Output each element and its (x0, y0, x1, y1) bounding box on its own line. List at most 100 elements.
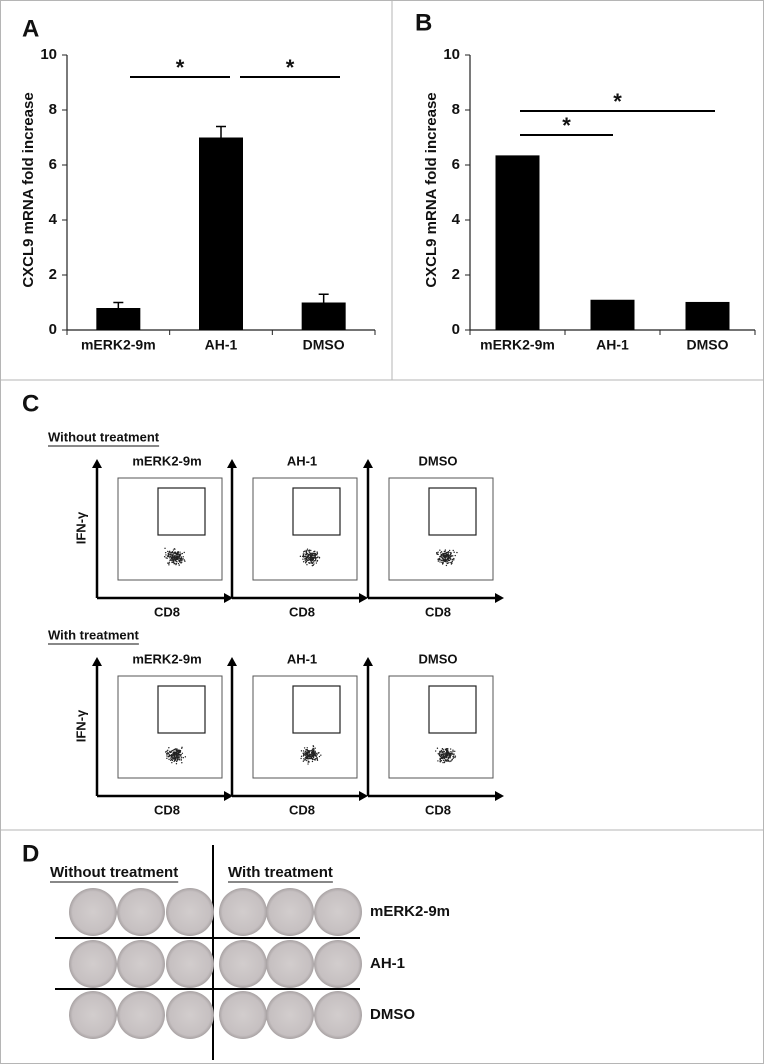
event-dot (446, 562, 448, 564)
event-dot (306, 548, 309, 550)
plot-frame (388, 675, 494, 779)
row-title: With treatment (48, 627, 140, 642)
event-dot (312, 552, 315, 555)
event-dot (179, 561, 181, 563)
event-dot (169, 555, 172, 557)
event-dot (167, 756, 170, 758)
event-dot (316, 554, 318, 556)
event-dot (452, 549, 454, 552)
event-dot (177, 757, 179, 759)
plot-frame (117, 477, 223, 581)
y-tick-label: 8 (49, 101, 57, 118)
event-dot (448, 559, 451, 562)
event-dot (312, 754, 314, 756)
event-dot (178, 564, 180, 566)
event-dot (311, 554, 314, 556)
event-dot (164, 547, 166, 550)
event-dot (169, 553, 171, 555)
event-dot (451, 558, 454, 561)
event-dot (315, 562, 318, 564)
event-dot (305, 558, 307, 560)
plot-title: AH-1 (287, 651, 317, 666)
event-dot (173, 760, 175, 763)
event-dot (304, 751, 306, 753)
event-dot (182, 558, 184, 560)
plot-title: mERK2-9m (132, 651, 201, 666)
event-dot (310, 754, 312, 757)
event-dot (172, 553, 175, 555)
event-dot (450, 563, 453, 565)
well (266, 888, 314, 936)
event-dot (174, 758, 176, 761)
event-dot (310, 558, 312, 561)
event-dot (303, 555, 305, 558)
event-dot (178, 750, 180, 752)
event-dot (172, 557, 175, 559)
event-dot (303, 758, 305, 760)
x-axis-label: CD8 (425, 604, 451, 619)
significance-star: * (176, 55, 185, 80)
event-dot (444, 748, 447, 750)
event-dot (175, 760, 178, 763)
event-dot (170, 557, 173, 559)
event-dot (170, 551, 173, 554)
event-dot (179, 751, 181, 754)
event-dot (442, 752, 445, 754)
event-dot (307, 559, 309, 561)
event-dot (308, 753, 311, 755)
event-dot (306, 555, 308, 558)
event-dot (445, 756, 448, 759)
y-tick-label: 4 (49, 211, 58, 228)
y-tick-label: 10 (40, 46, 57, 63)
event-dot (446, 553, 448, 556)
event-dot (163, 555, 166, 558)
event-dot (452, 750, 454, 753)
well (314, 888, 362, 936)
event-dot (318, 556, 321, 559)
event-dot (307, 557, 310, 560)
event-dot (166, 755, 168, 757)
event-dot (443, 555, 445, 558)
x-axis-label: CD8 (425, 802, 451, 817)
event-dot (171, 561, 173, 564)
event-dot (445, 555, 447, 557)
arrow-head (224, 593, 233, 603)
well (69, 888, 117, 936)
event-dot (181, 559, 183, 561)
event-dot (312, 756, 315, 759)
event-dot (306, 758, 309, 760)
event-dot (444, 759, 447, 761)
event-dot (313, 550, 315, 553)
event-dot (174, 756, 176, 758)
event-dot (302, 752, 304, 754)
event-dot (171, 758, 174, 760)
event-dot (439, 752, 441, 755)
event-dot (311, 750, 313, 752)
y-tick-label: 2 (49, 266, 57, 283)
event-dot (453, 557, 455, 560)
arrow-head (359, 791, 368, 801)
well (117, 940, 165, 988)
event-dot (300, 755, 303, 758)
event-dot (447, 759, 450, 762)
plot-title: mERK2-9m (132, 453, 201, 468)
event-dot (300, 757, 302, 760)
error-bar (318, 293, 329, 303)
event-dot (316, 754, 318, 756)
event-dot (442, 761, 444, 764)
significance-star: * (613, 89, 622, 114)
event-dot (166, 753, 168, 755)
event-dot (166, 555, 169, 557)
event-dot (173, 748, 176, 751)
well (266, 991, 314, 1039)
x-tick-label: DMSO (687, 337, 729, 353)
event-dot (439, 552, 442, 554)
event-dot (314, 755, 316, 757)
event-dot (441, 562, 444, 565)
event-dot (175, 552, 177, 554)
event-dot (447, 758, 449, 760)
error-bar (216, 125, 226, 138)
event-dot (311, 558, 314, 560)
significance-star: * (286, 55, 295, 80)
event-dot (303, 550, 306, 552)
